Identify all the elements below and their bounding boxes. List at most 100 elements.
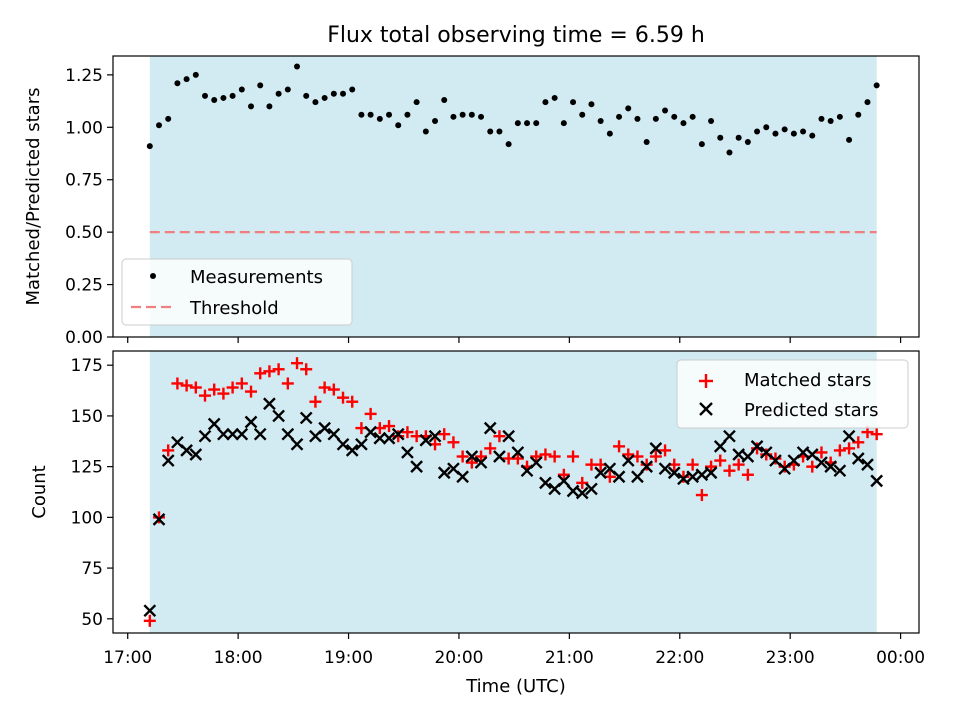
predicted-point: [382, 431, 396, 445]
predicted-point: [355, 437, 368, 451]
measurement-point: [174, 80, 181, 87]
matched-point: [622, 448, 635, 461]
measurement-point: [514, 120, 521, 127]
measurement-point: [717, 134, 724, 141]
measurement-point: [533, 120, 540, 127]
matched-point: [833, 444, 846, 457]
bottom-x-axis-ticks: 17:00 18:00 19:00 20:00 21:00 22:00 23:00 00:00: [103, 633, 925, 668]
matched-point: [263, 365, 276, 378]
measurement-point: [551, 94, 558, 101]
predicted-point: [713, 440, 727, 453]
measurement-point: [836, 113, 843, 120]
measurement-point: [560, 120, 567, 127]
matched-point: [309, 395, 322, 408]
measurement-point: [478, 113, 485, 120]
measurement-point: [349, 86, 356, 93]
measurement-point: [744, 138, 751, 145]
predicted-point: [161, 454, 175, 467]
measurement-point: [202, 92, 209, 99]
matched-point: [557, 468, 570, 481]
matched-point: [245, 385, 258, 398]
measurement-point: [800, 128, 807, 135]
legend-matched-label: Matched stars: [744, 370, 871, 391]
measurement-point: [303, 92, 310, 99]
matched-point: [346, 395, 359, 408]
measurement-point: [689, 113, 696, 120]
predicted-point: [686, 470, 700, 484]
bottom-y-axis-label: Count: [29, 465, 50, 518]
predicted-point: [244, 415, 258, 429]
predicted-point: [465, 450, 479, 463]
x-tick-label: 18:00: [214, 648, 263, 668]
top-panel: 0.00 0.25 0.50 0.75 1.00 1.25 Matched/Predict…: [23, 55, 920, 348]
measurement-point: [183, 76, 190, 83]
predicted-point: [796, 446, 810, 459]
measurement-point: [643, 138, 650, 145]
matched-point: [235, 377, 248, 390]
matched-point: [327, 383, 340, 396]
measurement-point: [395, 122, 402, 129]
x-tick-label: 23:00: [766, 648, 815, 668]
measurement-point: [873, 82, 880, 89]
matched-point: [318, 381, 331, 394]
predicted-point: [299, 411, 313, 425]
measurement-point: [505, 141, 512, 148]
matched-point: [723, 464, 736, 477]
predicted-point: [667, 466, 681, 480]
bottom-y-tick-label: 75: [81, 559, 103, 579]
matched-point: [741, 468, 754, 481]
predicted-point: [621, 454, 635, 467]
predicted-point: [695, 468, 709, 482]
matched-point: [456, 450, 469, 463]
measurement-point: [790, 130, 797, 137]
measurement-point: [846, 136, 853, 143]
measurement-point: [680, 120, 687, 127]
measurement-point: [818, 115, 825, 122]
measurement-point: [763, 124, 770, 131]
measurement-point: [772, 130, 779, 137]
matched-point: [475, 450, 488, 463]
matched-point: [291, 357, 304, 370]
predicted-point: [851, 452, 865, 465]
predicted-point: [658, 462, 672, 476]
predicted-point: [345, 444, 359, 457]
measurement-point: [321, 94, 328, 101]
matched-point: [254, 367, 267, 380]
matched-point: [760, 448, 773, 461]
top-legend: Measurements Threshold: [121, 258, 353, 326]
measurement-point: [652, 115, 659, 122]
matched-point: [843, 442, 856, 455]
measurement-point: [386, 111, 393, 118]
matched-point: [438, 428, 451, 441]
matched-point: [401, 426, 414, 439]
legend-measurements-marker: [150, 273, 156, 279]
predicted-point: [207, 417, 221, 431]
matched-point: [484, 442, 497, 455]
matched-point: [613, 440, 626, 453]
measurement-point: [809, 132, 816, 139]
predicted-point: [428, 429, 442, 443]
measurement-point: [404, 111, 411, 118]
predicted-point: [539, 476, 552, 490]
predicted-point: [391, 427, 405, 441]
measurement-point: [284, 86, 291, 93]
predicted-point: [511, 446, 525, 459]
predicted-point: [143, 604, 157, 618]
predicted-point: [612, 470, 626, 484]
predicted-point: [263, 397, 276, 411]
predicted-point: [253, 427, 267, 441]
measurement-point: [312, 99, 319, 106]
measurement-point: [376, 115, 383, 122]
measurement-point: [459, 111, 466, 118]
legend-predicted-label: Predicted stars: [744, 400, 878, 421]
measurement-point: [496, 128, 503, 135]
measurement-point: [827, 118, 834, 125]
predicted-point: [750, 440, 764, 453]
measurement-point: [432, 118, 439, 125]
predicted-point: [585, 482, 598, 496]
predicted-point: [870, 474, 884, 488]
matched-point: [208, 383, 221, 396]
measurement-point: [220, 94, 227, 101]
matched-point: [815, 446, 828, 459]
